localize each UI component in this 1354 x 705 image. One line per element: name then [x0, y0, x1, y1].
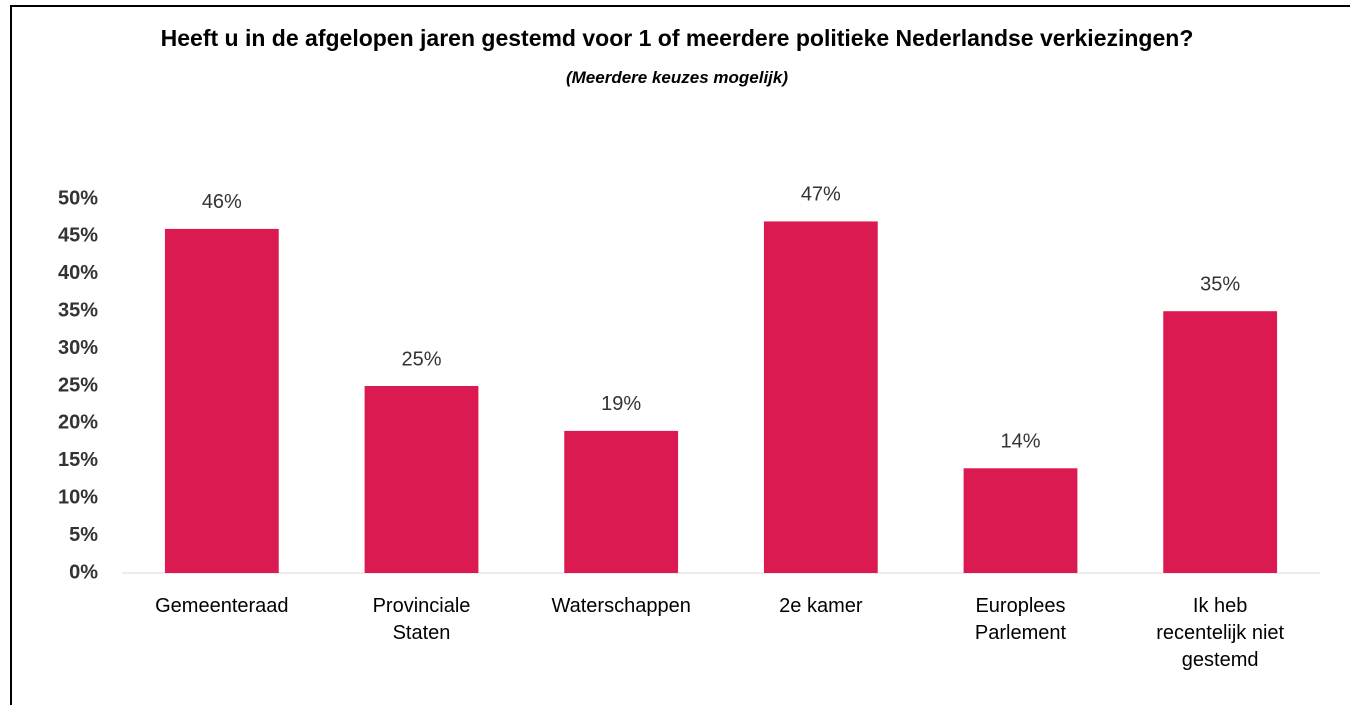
y-tick-label: 35%	[58, 299, 98, 321]
data-label: 46%	[202, 191, 242, 213]
x-tick-label: Europlees Parlement	[974, 595, 1067, 644]
y-tick-label: 25%	[58, 374, 98, 396]
bar	[364, 386, 479, 573]
bar	[564, 430, 679, 573]
bar	[164, 228, 279, 574]
y-tick-label: 50%	[58, 187, 98, 209]
data-label: 25%	[401, 348, 441, 370]
bar	[763, 221, 878, 573]
x-tick-label: 2e kamer	[779, 595, 863, 617]
y-tick-label: 0%	[69, 561, 98, 583]
chart-title: Heeft u in de afgelopen jaren gestemd vo…	[160, 25, 1194, 51]
frame	[10, 5, 1350, 705]
x-tick-label: Provinciale Staten	[372, 595, 471, 644]
x-tick-label: Ik heb recentelijk niet gestemd	[1156, 595, 1285, 671]
chart-title-block: Heeft u in de afgelopen jaren gestemd vo…	[127, 20, 1227, 96]
data-label: 35%	[1200, 273, 1240, 295]
chart-subtitle: (Meerdere keuzes mogelijk)	[565, 68, 789, 87]
y-tick-label: 45%	[58, 225, 98, 247]
y-tick-label: 10%	[58, 486, 98, 508]
bar	[1163, 311, 1278, 573]
y-tick-label: 30%	[58, 337, 98, 359]
y-tick-label: 20%	[58, 412, 98, 434]
y-tick-label: 15%	[58, 449, 98, 471]
data-label: 47%	[801, 184, 841, 206]
data-label: 19%	[601, 393, 641, 415]
data-label: 14%	[1000, 431, 1040, 453]
x-tick-label: Gemeenteraad	[155, 595, 289, 617]
y-tick-label: 5%	[69, 524, 98, 546]
x-tick-label: Waterschappen	[551, 595, 691, 617]
bar	[963, 468, 1078, 573]
y-tick-label: 40%	[58, 262, 98, 284]
